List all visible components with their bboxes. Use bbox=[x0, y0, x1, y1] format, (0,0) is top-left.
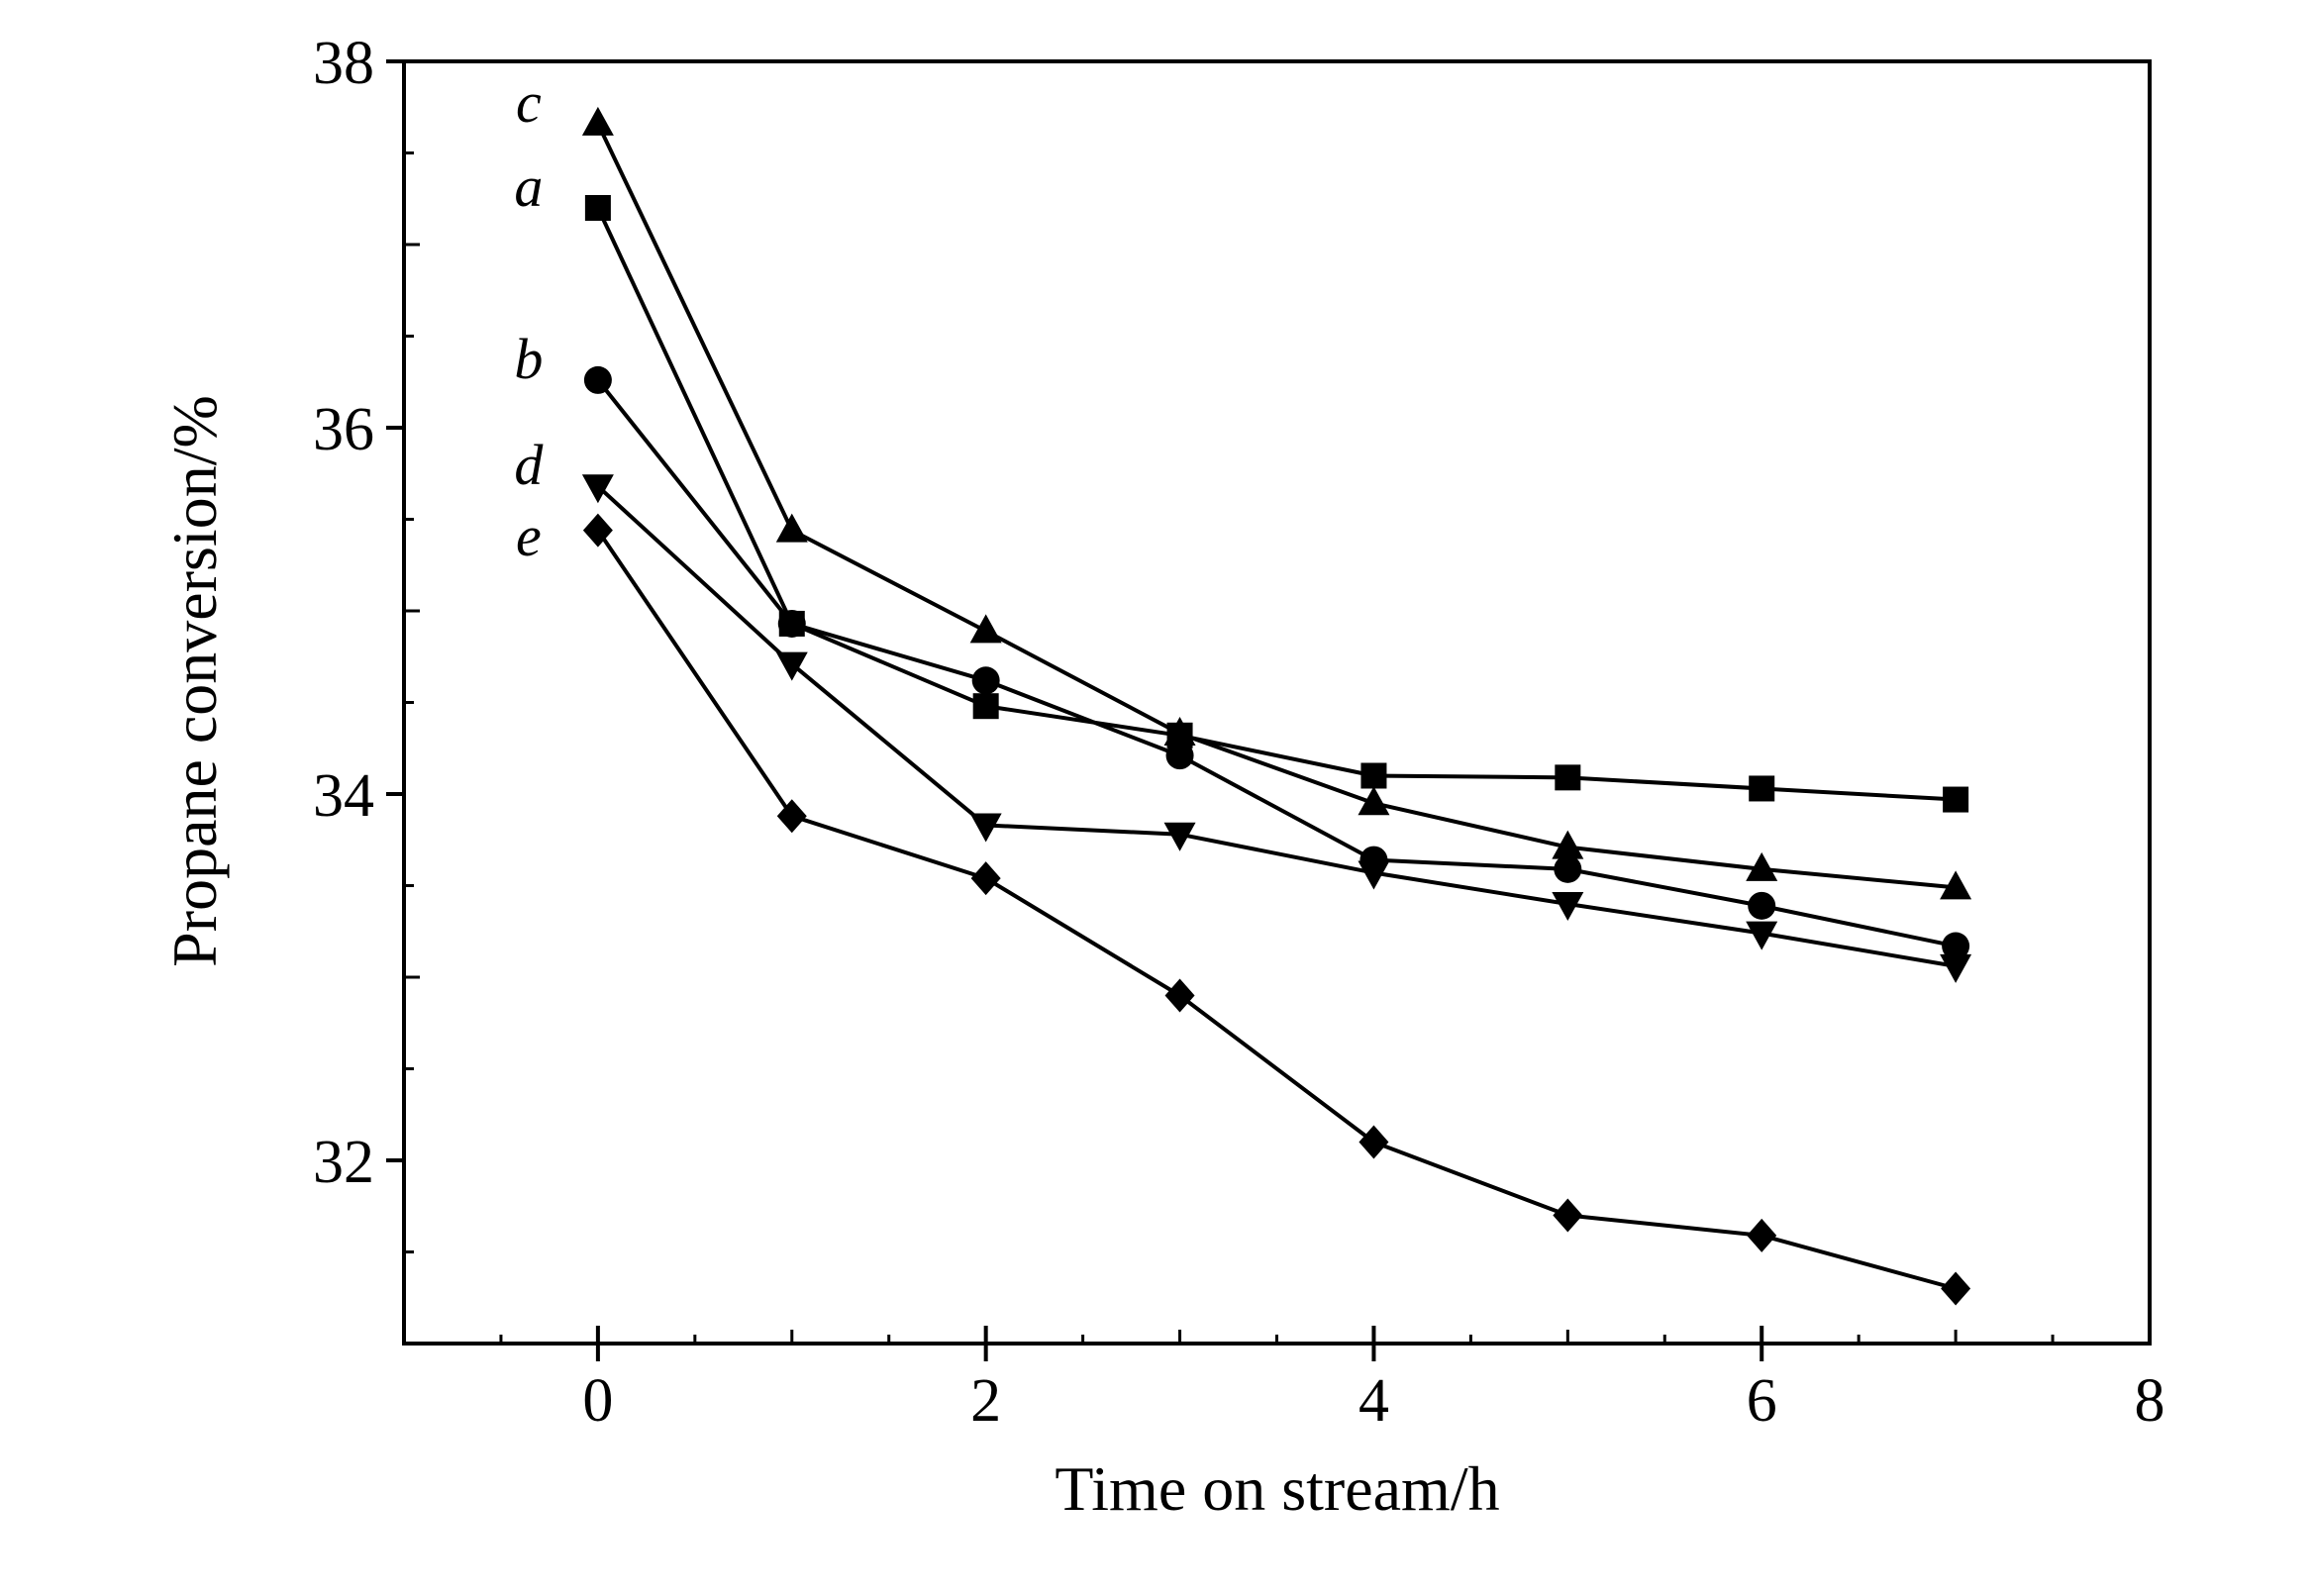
x-tick-label: 6 bbox=[1747, 1367, 1777, 1435]
data-point-diamond bbox=[1941, 1271, 1971, 1306]
data-point-triangle-up bbox=[1940, 870, 1972, 900]
data-point-diamond bbox=[1747, 1218, 1777, 1252]
data-point-diamond bbox=[1553, 1198, 1583, 1233]
data-point-circle bbox=[583, 365, 612, 394]
data-point-triangle-up bbox=[581, 106, 614, 136]
data-point-circle bbox=[1748, 891, 1776, 920]
series-label-a: a bbox=[514, 154, 543, 219]
data-point-square bbox=[1360, 762, 1387, 789]
data-point-triangle-up bbox=[1358, 786, 1390, 816]
x-tick-label: 2 bbox=[970, 1367, 1001, 1435]
data-point-triangle-down bbox=[775, 651, 808, 681]
data-point-square bbox=[1943, 786, 1969, 813]
data-point-triangle-up bbox=[1746, 851, 1778, 881]
data-point-square bbox=[584, 195, 611, 221]
data-point-circle bbox=[1554, 854, 1582, 883]
data-point-circle bbox=[1942, 932, 1970, 960]
data-point-triangle-down bbox=[581, 474, 614, 504]
y-axis-title: Propane conversion/% bbox=[159, 395, 230, 967]
data-point-square bbox=[1749, 775, 1775, 802]
x-axis-title: Time on stream/h bbox=[1055, 1453, 1499, 1524]
data-point-triangle-up bbox=[775, 513, 808, 543]
data-point-square bbox=[972, 693, 999, 720]
data-point-triangle-down bbox=[1163, 822, 1196, 851]
data-point-triangle-down bbox=[1358, 860, 1390, 890]
data-point-diamond bbox=[1358, 1125, 1389, 1159]
data-point-diamond bbox=[776, 799, 807, 834]
data-point-diamond bbox=[970, 861, 1001, 896]
series-line-b bbox=[596, 378, 1957, 948]
series-label-e: e bbox=[516, 504, 542, 568]
x-tick-label: 8 bbox=[2135, 1367, 2165, 1435]
series-lines bbox=[596, 123, 1957, 1291]
data-point-circle bbox=[1165, 742, 1194, 770]
data-point-triangle-up bbox=[1552, 830, 1584, 859]
x-tick-label: 0 bbox=[582, 1367, 613, 1435]
axis-ticks: 0 2 4 6 8 32 34 36 38 bbox=[313, 30, 2165, 1435]
series-label-c: c bbox=[516, 70, 542, 135]
y-tick-label: 36 bbox=[313, 396, 374, 463]
data-point-triangle-down bbox=[1940, 953, 1972, 983]
data-point-circle bbox=[971, 666, 1000, 695]
data-point-square bbox=[1555, 764, 1581, 791]
series-markers bbox=[581, 106, 1972, 1306]
series-labels: a b c de bbox=[514, 70, 544, 568]
data-point-triangle-up bbox=[969, 614, 1002, 644]
x-tick-label: 4 bbox=[1358, 1367, 1389, 1435]
plot-frame bbox=[402, 59, 2152, 1346]
series-label-d: d bbox=[514, 433, 544, 497]
data-point-diamond bbox=[1164, 978, 1195, 1013]
data-point-triangle-up bbox=[1163, 716, 1196, 746]
y-tick-label: 32 bbox=[313, 1129, 374, 1196]
data-point-diamond bbox=[582, 513, 613, 548]
series-label-b: b bbox=[514, 327, 543, 391]
data-point-triangle-down bbox=[969, 813, 1002, 843]
y-tick-label: 38 bbox=[313, 30, 374, 97]
y-tick-label: 34 bbox=[313, 762, 374, 830]
data-point-circle bbox=[777, 609, 806, 638]
data-point-triangle-down bbox=[1552, 892, 1584, 921]
series-line-d bbox=[596, 484, 1957, 968]
series-line-a bbox=[596, 207, 1957, 802]
data-point-triangle-down bbox=[1746, 921, 1778, 950]
series-line-e bbox=[596, 529, 1957, 1291]
series-line-c bbox=[596, 123, 1957, 890]
